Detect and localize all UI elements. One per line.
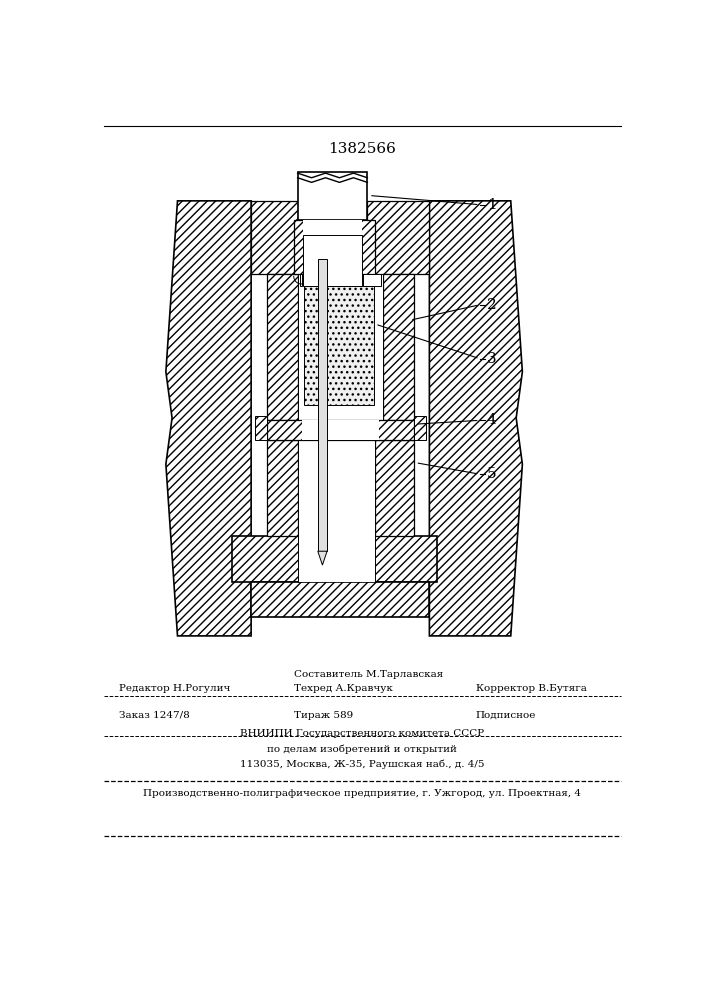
Text: Заказ 1247/8: Заказ 1247/8 (119, 711, 190, 720)
Bar (414, 416, 426, 440)
Text: ВНИИПИ Государственного комитета СССР: ВНИИПИ Государственного комитета СССР (240, 729, 484, 738)
Bar (301, 220, 363, 235)
Bar (267, 274, 298, 420)
Text: 2: 2 (486, 298, 496, 312)
Polygon shape (166, 201, 251, 636)
Bar (251, 201, 298, 274)
Bar (363, 274, 380, 286)
Text: 1: 1 (486, 198, 496, 212)
Text: 3: 3 (486, 352, 496, 366)
Bar (298, 536, 375, 582)
Text: Производственно-полиграфическое предприятие, г. Ужгород, ул. Проектная, 4: Производственно-полиграфическое предприя… (143, 789, 581, 798)
Polygon shape (429, 201, 522, 636)
Bar (267, 440, 298, 536)
Bar (293, 220, 375, 274)
Text: Редактор Н.Рогулич: Редактор Н.Рогулич (119, 684, 230, 693)
Bar (267, 420, 414, 440)
Text: 4: 4 (486, 413, 496, 427)
Text: Корректор В.Бутяга: Корректор В.Бутяга (476, 684, 587, 693)
Text: по делам изобретений и открытий: по делам изобретений и открытий (267, 744, 457, 754)
Bar (251, 582, 429, 617)
Text: Тираж 589: Тираж 589 (293, 711, 353, 720)
Bar (298, 274, 383, 420)
Bar (300, 274, 303, 286)
Bar (232, 536, 437, 582)
Bar (298, 440, 375, 536)
Bar (317, 259, 327, 551)
Bar (375, 440, 414, 536)
Bar (383, 274, 414, 420)
Text: Техред А.Кравчук: Техред А.Кравчук (293, 684, 392, 693)
Bar (303, 220, 362, 266)
Text: 5: 5 (486, 467, 496, 481)
Text: Подписное: Подписное (476, 711, 536, 720)
Text: 113035, Москва, Ж-35, Раушская наб., д. 4/5: 113035, Москва, Ж-35, Раушская наб., д. … (240, 760, 484, 769)
Polygon shape (317, 551, 327, 565)
Bar (255, 416, 267, 440)
Bar (304, 286, 373, 405)
Bar (301, 420, 379, 440)
Bar (303, 235, 362, 286)
Bar (368, 201, 429, 274)
Text: Составитель М.Тарлавская: Составитель М.Тарлавская (293, 670, 443, 679)
Bar (298, 172, 368, 220)
Text: 1382566: 1382566 (328, 142, 396, 156)
